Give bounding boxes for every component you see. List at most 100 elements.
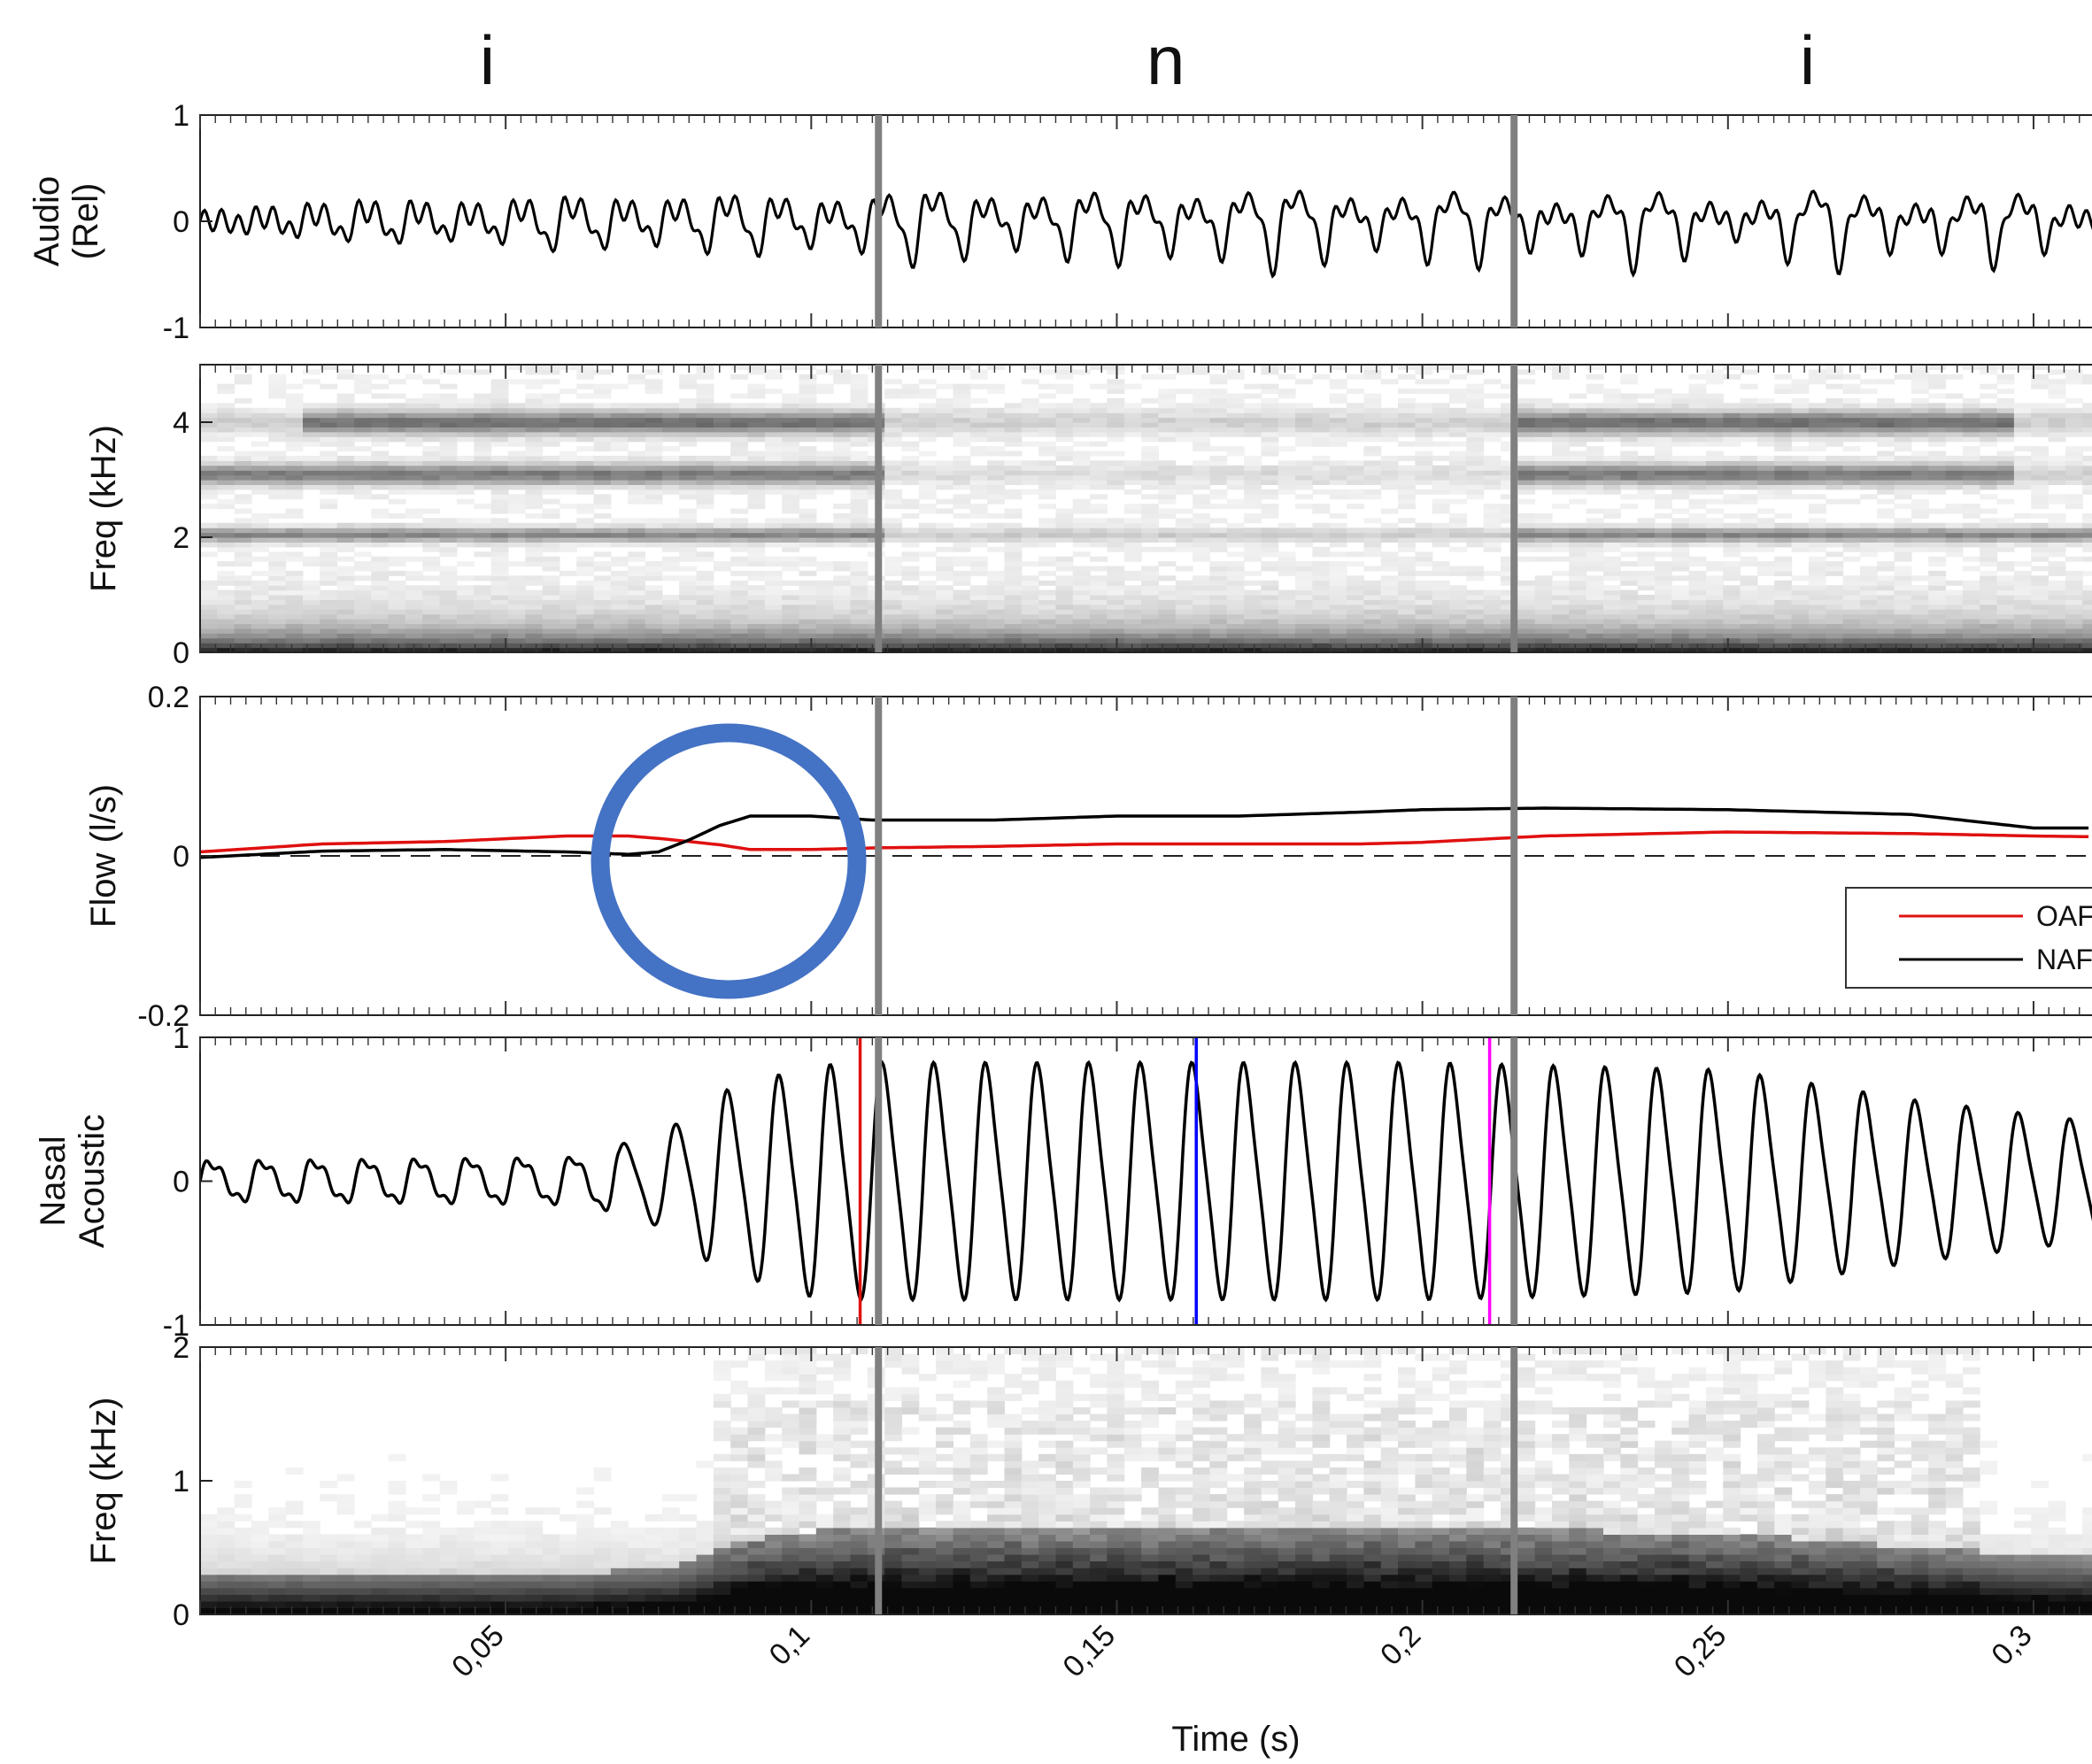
spectrogram-cell	[268, 436, 287, 443]
spectrogram-cell	[593, 470, 612, 476]
spectrogram-cell	[833, 374, 852, 380]
spectrogram-cell	[1312, 589, 1331, 596]
spectrogram-cell	[987, 589, 1005, 596]
spectrogram-cell	[320, 647, 338, 652]
spectrogram-cell	[576, 585, 595, 591]
spectrogram-cell	[1671, 508, 1690, 514]
spectrogram-cell	[217, 498, 235, 505]
spectrogram-cell	[1483, 609, 1501, 615]
spectrogram-cell	[1637, 431, 1656, 437]
spectrogram-cell	[1603, 637, 1621, 643]
spectrogram-cell	[1004, 551, 1023, 558]
spectrogram-cell	[969, 417, 988, 423]
spectrogram-cell	[336, 393, 355, 399]
spectrogram-cell	[1312, 417, 1331, 423]
spectrogram-cell	[542, 623, 560, 629]
spectrogram-cell	[251, 556, 269, 562]
spectrogram-cell	[336, 532, 355, 538]
spectrogram-cell	[1175, 609, 1193, 615]
spectrogram-cell	[661, 566, 680, 572]
spectrogram-cell	[576, 528, 595, 534]
spectrogram-cell	[1055, 383, 1074, 389]
spectrogram-cell	[1244, 494, 1262, 500]
spectrogram-cell	[1209, 412, 1228, 419]
spectrogram-cell	[1278, 570, 1296, 576]
spectrogram-cell	[1774, 613, 1793, 620]
spectrogram-cell	[1877, 403, 1895, 409]
spectrogram-cell	[371, 407, 390, 413]
spectrogram-cell	[799, 599, 817, 605]
spectrogram-cell	[490, 455, 509, 461]
spectrogram-cell	[422, 613, 441, 620]
spectrogram-cell	[422, 484, 441, 490]
spectrogram-cell	[525, 637, 544, 643]
spectrogram-cell	[1637, 532, 1656, 538]
spectrogram-cell	[1123, 537, 1142, 543]
spectrogram-cell	[1363, 619, 1382, 625]
spectrogram-cell	[422, 595, 441, 600]
spectrogram-cell	[987, 628, 1005, 634]
spectrogram-cell	[1380, 412, 1399, 419]
spectrogram-cell	[1415, 379, 1433, 385]
spectrogram-cell	[1021, 431, 1039, 437]
spectrogram-cell	[1123, 422, 1142, 428]
spectrogram-cell	[456, 489, 475, 495]
spectrogram-cell	[251, 599, 269, 605]
spectrogram-cell	[1295, 585, 1313, 591]
spectrogram-cell	[1107, 407, 1125, 413]
spectrogram-cell	[336, 422, 355, 428]
spectrogram-cell	[936, 575, 953, 582]
spectrogram-cell	[1501, 512, 1518, 519]
spectrogram-cell	[1877, 628, 1895, 634]
spectrogram-cell	[1603, 465, 1621, 471]
spectrogram-cell	[576, 589, 595, 596]
spectrogram-cell	[1774, 383, 1793, 389]
spectrogram-cell	[1363, 585, 1382, 591]
spectrogram-cell	[1004, 532, 1023, 538]
spectrogram-cell	[1209, 613, 1228, 620]
spectrogram-cell	[474, 427, 492, 433]
spectrogram-cell	[1706, 431, 1724, 437]
spectrogram-cell	[1226, 417, 1245, 423]
spectrogram-cell	[1329, 537, 1347, 543]
spectrogram-cell	[1380, 417, 1399, 423]
spectrogram-cell	[1877, 508, 1895, 514]
spectrogram-cell	[799, 436, 817, 443]
spectrogram-cell	[1655, 460, 1672, 466]
spectrogram-cell	[1329, 623, 1347, 629]
spectrogram-cell	[1517, 613, 1536, 620]
spectrogram-cell	[1534, 403, 1553, 409]
spectrogram-cell	[354, 383, 372, 389]
spectrogram-cell	[1517, 427, 1536, 433]
spectrogram-cell	[1517, 580, 1536, 586]
spectrogram-cell	[1466, 604, 1485, 610]
spectrogram-cell	[474, 613, 492, 620]
spectrogram-cell	[1826, 589, 1844, 596]
spectrogram-cell	[696, 417, 714, 423]
spectrogram-cell	[439, 637, 458, 643]
spectrogram-cell	[1226, 609, 1245, 615]
spectrogram-cell	[1620, 637, 1639, 643]
spectrogram-cell	[1756, 522, 1775, 528]
spectrogram-cell	[1261, 537, 1279, 543]
spectrogram-cell	[1141, 604, 1159, 610]
spectrogram-cell	[1244, 623, 1262, 629]
spectrogram-cell	[782, 480, 800, 485]
spectrogram-cell	[1226, 551, 1245, 558]
spectrogram-cell	[354, 446, 372, 452]
spectrogram-cell	[1774, 528, 1793, 534]
spectrogram-cell	[542, 427, 560, 433]
spectrogram-cell	[1688, 455, 1707, 461]
spectrogram-cell	[747, 412, 766, 419]
spectrogram-cell	[1637, 455, 1656, 461]
spectrogram-cell	[1620, 460, 1639, 466]
spectrogram-cell	[439, 470, 458, 476]
spectrogram-cell	[507, 542, 526, 548]
spectrogram-cell	[1501, 494, 1518, 500]
spectrogram-cell	[1945, 480, 1964, 485]
spectrogram-cell	[1380, 422, 1399, 428]
spectrogram-cell	[782, 494, 800, 500]
spectrogram-cell	[1962, 427, 1980, 433]
spectrogram-cell	[1312, 528, 1331, 534]
spectrogram-cell	[1945, 522, 1964, 528]
